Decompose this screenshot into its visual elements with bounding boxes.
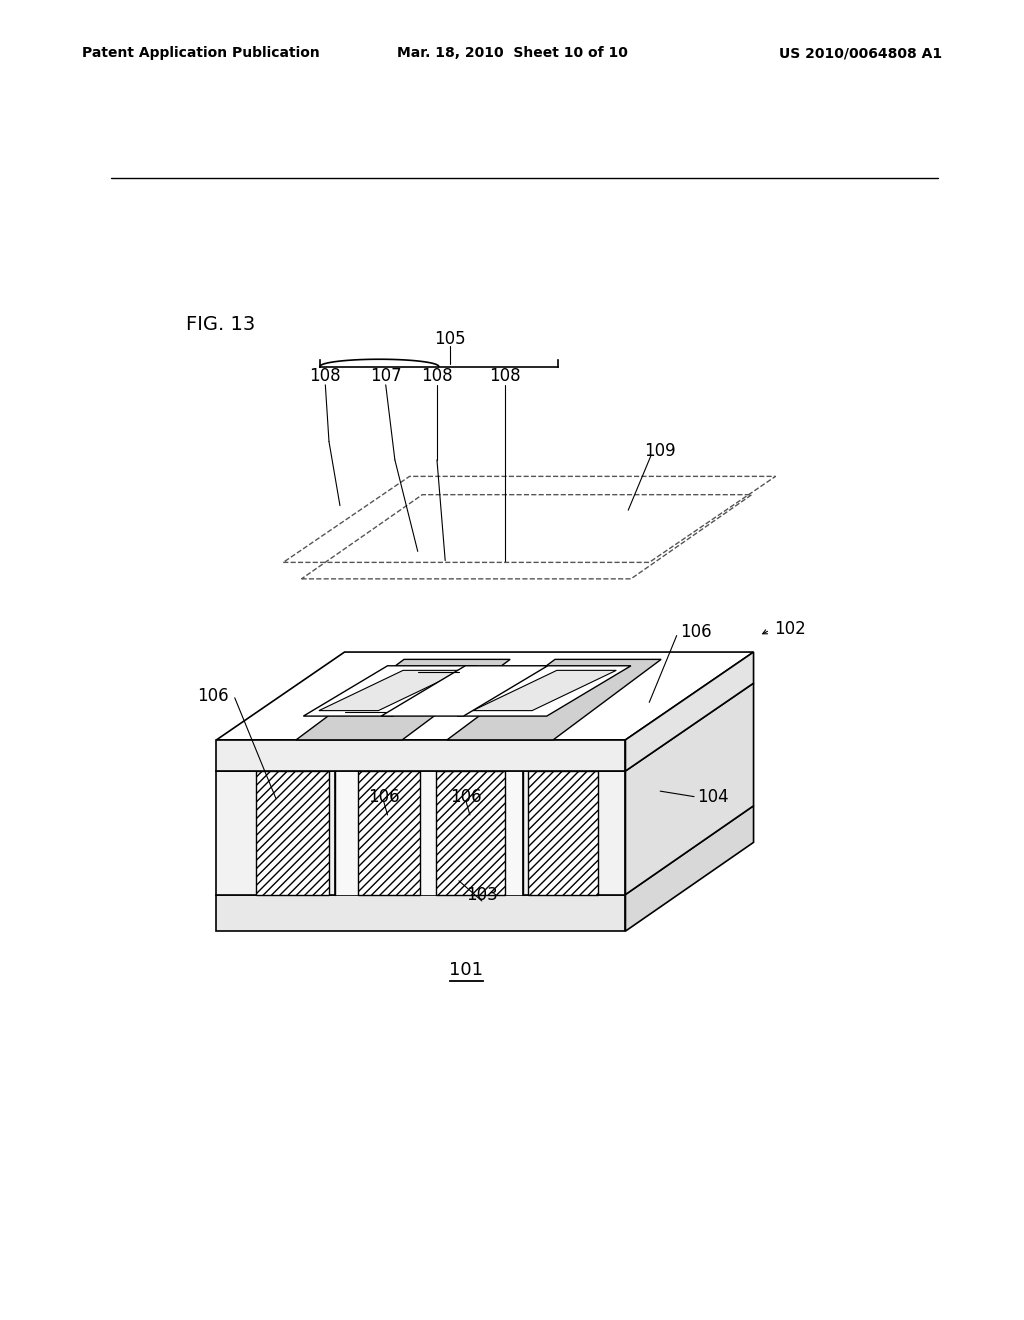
Text: 107: 107 bbox=[370, 367, 401, 384]
Text: US 2010/0064808 A1: US 2010/0064808 A1 bbox=[779, 46, 942, 61]
Polygon shape bbox=[216, 652, 754, 741]
Polygon shape bbox=[296, 660, 510, 741]
Polygon shape bbox=[216, 684, 466, 771]
Polygon shape bbox=[216, 741, 626, 771]
Polygon shape bbox=[466, 661, 651, 684]
Polygon shape bbox=[436, 771, 505, 895]
Polygon shape bbox=[216, 771, 336, 895]
Text: 102: 102 bbox=[774, 620, 806, 638]
Polygon shape bbox=[216, 895, 626, 931]
Polygon shape bbox=[626, 684, 754, 895]
Text: 108: 108 bbox=[309, 367, 341, 384]
Polygon shape bbox=[336, 771, 523, 895]
Text: 109: 109 bbox=[644, 442, 676, 459]
Text: 106: 106 bbox=[197, 686, 228, 705]
Text: 104: 104 bbox=[696, 788, 728, 805]
Polygon shape bbox=[626, 805, 754, 931]
Text: 101: 101 bbox=[450, 961, 483, 979]
Text: FIG. 13: FIG. 13 bbox=[186, 315, 256, 334]
Polygon shape bbox=[626, 652, 754, 771]
Text: 106: 106 bbox=[368, 788, 399, 805]
Text: 106: 106 bbox=[680, 623, 712, 642]
Text: 103: 103 bbox=[466, 886, 498, 903]
Polygon shape bbox=[216, 805, 754, 895]
Polygon shape bbox=[527, 771, 598, 895]
Polygon shape bbox=[318, 671, 463, 710]
Polygon shape bbox=[523, 684, 754, 771]
Text: 106: 106 bbox=[451, 788, 482, 805]
Polygon shape bbox=[381, 665, 548, 715]
Text: Mar. 18, 2010  Sheet 10 of 10: Mar. 18, 2010 Sheet 10 of 10 bbox=[396, 46, 628, 61]
Polygon shape bbox=[523, 771, 626, 895]
Text: Patent Application Publication: Patent Application Publication bbox=[82, 46, 319, 61]
Text: 108: 108 bbox=[421, 367, 453, 384]
Text: 105: 105 bbox=[434, 330, 466, 348]
Polygon shape bbox=[447, 660, 662, 741]
Polygon shape bbox=[358, 771, 421, 895]
Polygon shape bbox=[457, 665, 631, 715]
Polygon shape bbox=[473, 671, 616, 710]
Text: 108: 108 bbox=[488, 367, 520, 384]
Polygon shape bbox=[303, 665, 477, 715]
Polygon shape bbox=[256, 771, 329, 895]
